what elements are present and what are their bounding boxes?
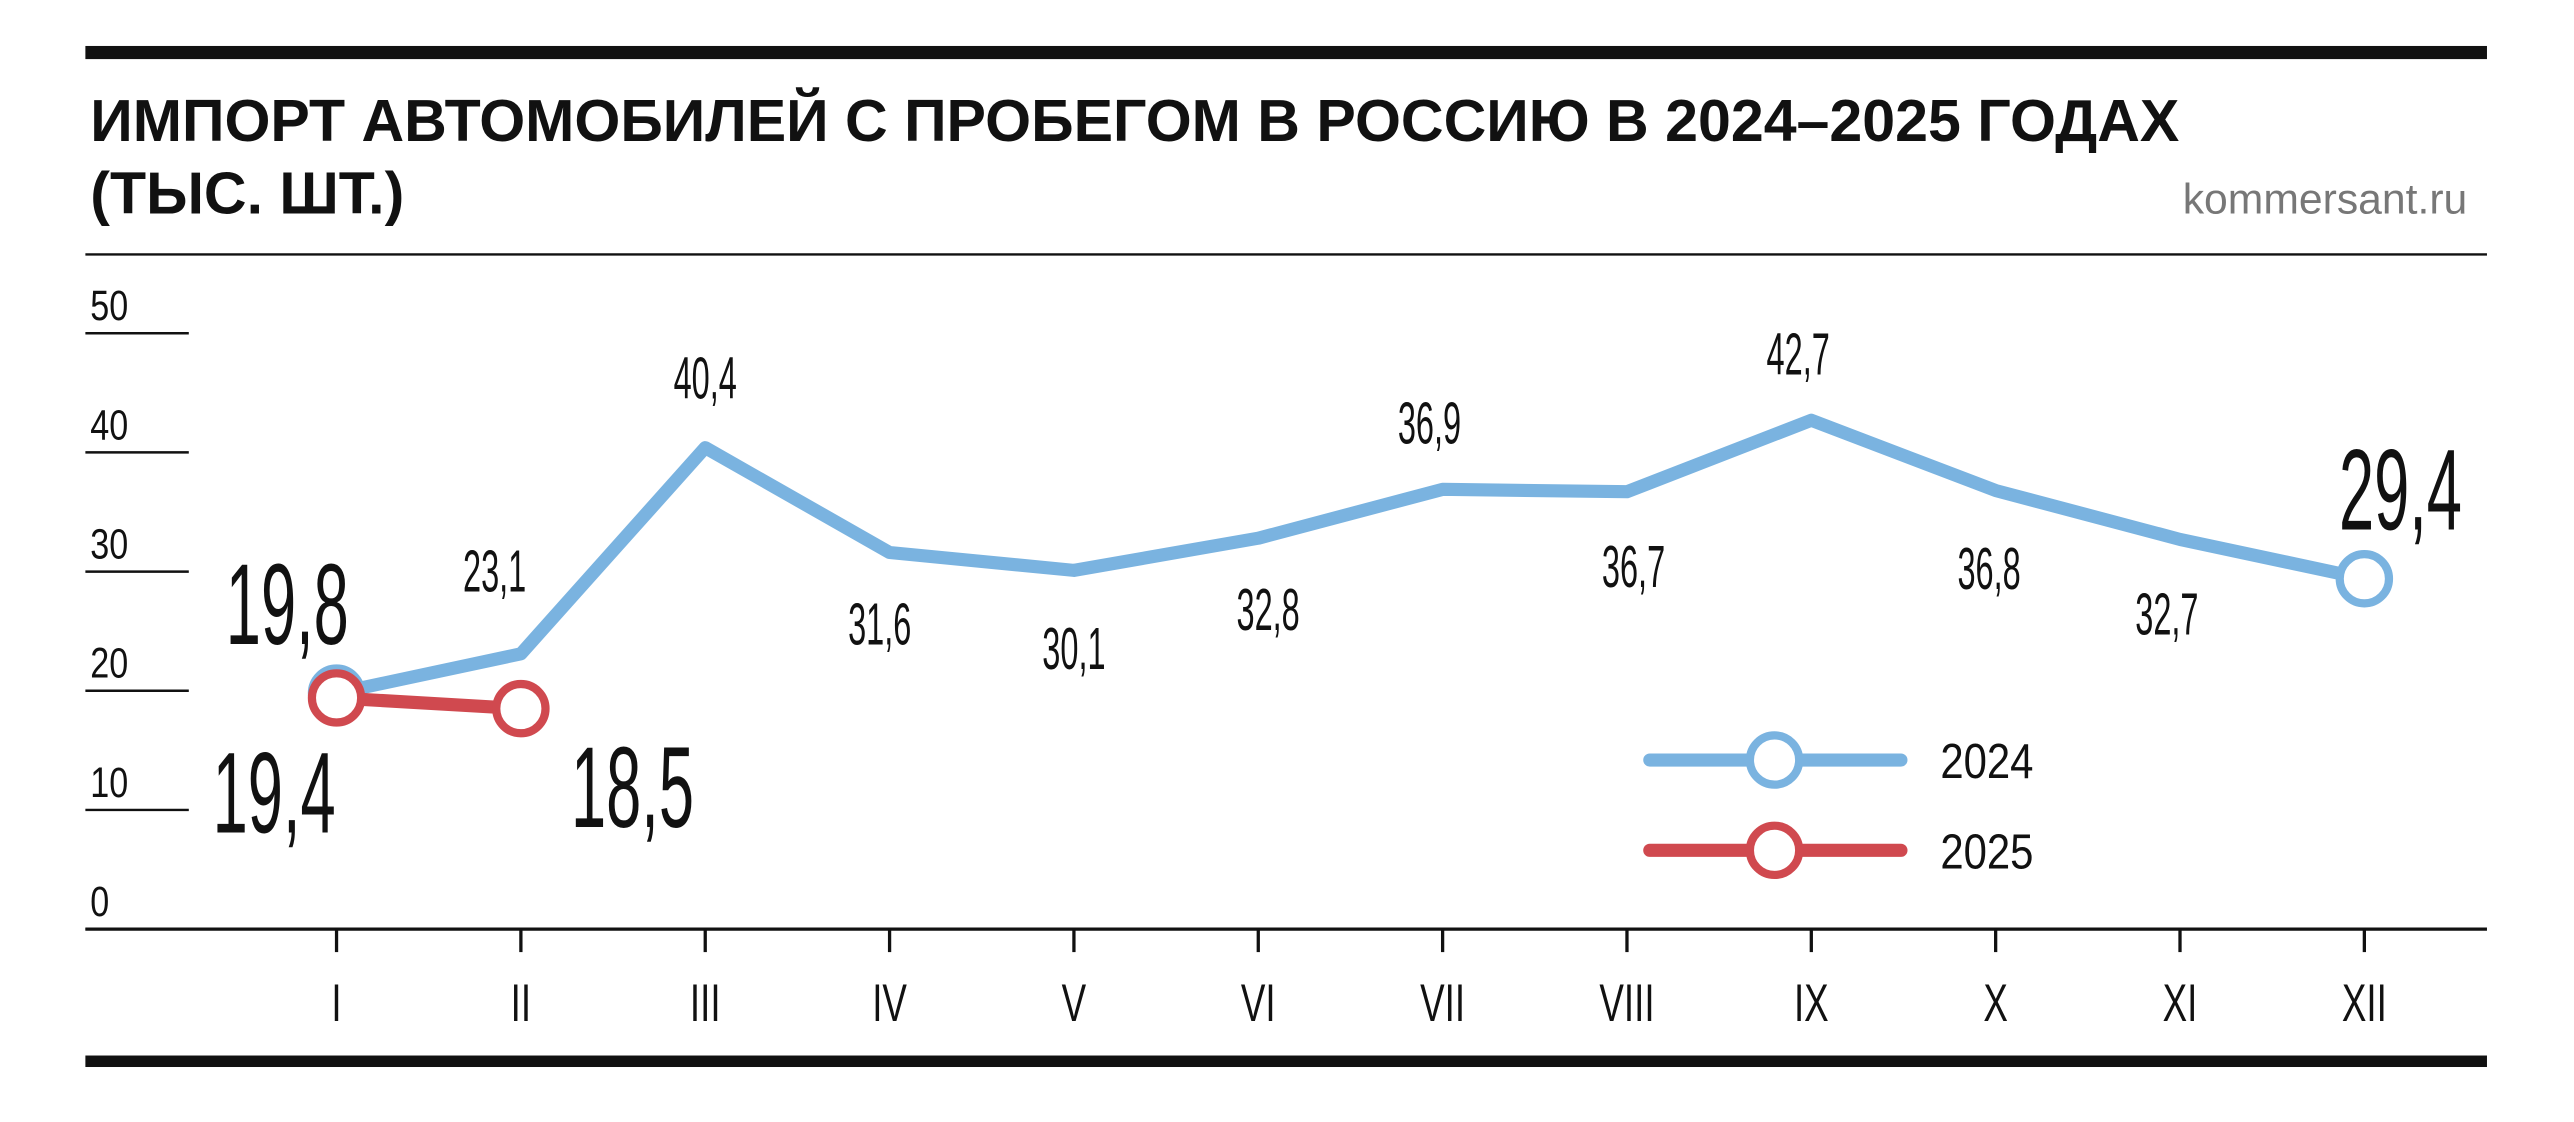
legend-marker xyxy=(1745,731,1804,789)
x-tick-label: X xyxy=(1983,974,2008,1033)
y-tick-label: 50 xyxy=(90,283,128,330)
value-label: 32,8 xyxy=(1236,578,1299,644)
series-line xyxy=(335,413,2366,700)
value-label: 31,6 xyxy=(848,592,911,658)
x-tick-label: VI xyxy=(1241,974,1276,1033)
point xyxy=(2335,550,2394,608)
y-tick-label: 30 xyxy=(90,521,128,568)
bottom-rule xyxy=(85,1055,2487,1068)
value-label: 30,1 xyxy=(1042,617,1105,683)
value-label: 23,1 xyxy=(463,539,526,605)
x-tick-label: V xyxy=(1062,974,1087,1033)
legend-marker xyxy=(1745,821,1804,880)
value-label: 19,8 xyxy=(226,540,349,669)
point xyxy=(307,669,366,727)
x-tick-label: XI xyxy=(2163,974,2198,1033)
value-label: 19,4 xyxy=(213,728,336,857)
top-rule xyxy=(85,45,2487,60)
value-label: 32,7 xyxy=(2135,583,2198,649)
x-tick-label: VIII xyxy=(1599,974,1654,1033)
value-label: 36,8 xyxy=(1957,537,2020,603)
y-tick-label: 20 xyxy=(90,640,128,687)
x-tick-label: VII xyxy=(1420,974,1465,1033)
value-label: 36,7 xyxy=(1602,535,1665,601)
legend-label: 2025 xyxy=(1940,824,2033,879)
chart-title: (ТЫС. ШТ.) xyxy=(90,160,404,226)
y-tick-label: 0 xyxy=(90,878,109,925)
value-label: 40,4 xyxy=(674,346,737,412)
source: kommersant.ru xyxy=(2183,175,2468,223)
x-tick-label: XII xyxy=(2342,974,2387,1033)
y-tick-label: 10 xyxy=(90,759,128,806)
value-label: 42,7 xyxy=(1767,322,1830,388)
x-tick-label: IX xyxy=(1794,974,1829,1033)
value-label: 36,9 xyxy=(1398,391,1461,457)
chart-title: ИМПОРТ АВТОМОБИЛЕЙ С ПРОБЕГОМ В РОССИЮ В… xyxy=(90,87,2179,154)
value-label: 18,5 xyxy=(571,723,694,852)
legend-label: 2024 xyxy=(1940,734,2033,789)
value-label: 29,4 xyxy=(2339,425,2462,554)
x-tick-label: II xyxy=(511,974,531,1033)
point xyxy=(492,679,550,738)
y-tick-label: 40 xyxy=(90,402,128,449)
x-tick-label: IV xyxy=(872,974,907,1033)
x-tick-label: III xyxy=(690,974,721,1033)
x-tick-label: I xyxy=(331,974,341,1033)
series-line xyxy=(336,691,522,716)
